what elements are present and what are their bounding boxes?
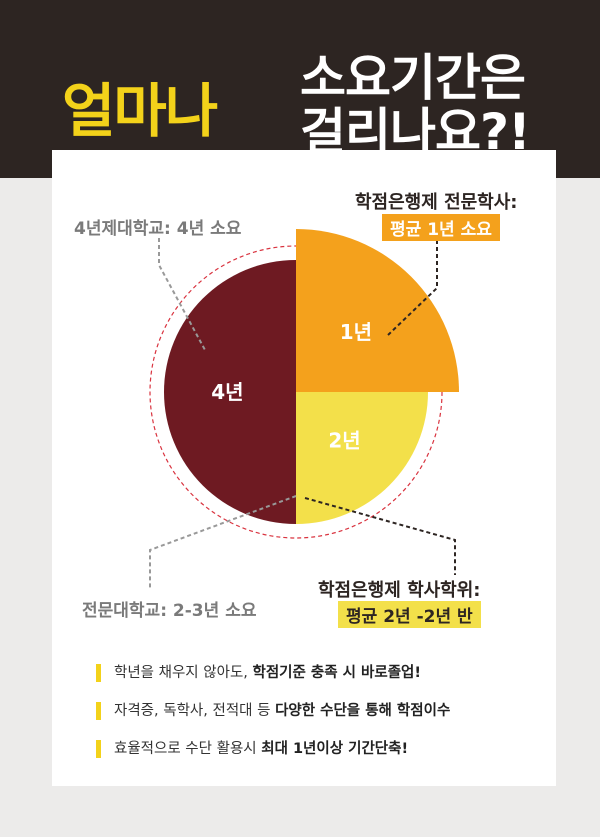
pie-slice-label: 1년: [340, 320, 372, 344]
headline-line-1: 소요기간은: [300, 49, 526, 107]
pie-slice-label: 4년: [211, 380, 243, 404]
bullet-text-bold: 다양한 수단을 통해 학점이수: [275, 703, 451, 719]
pie-slice-1: [296, 229, 459, 392]
callout-bank-bachelor-title: 학점은행제 학사학위:: [318, 580, 481, 601]
bullet-text-plain: 효율적으로 수단 활용시: [114, 741, 262, 757]
callout-bank-bachelor-pill: 평균 2년 -2년 반: [338, 601, 481, 628]
header-background: [0, 0, 600, 178]
pie-slice-2: [296, 392, 428, 524]
bullet-bar: [96, 664, 101, 682]
leader-line-college: [149, 495, 297, 590]
bullet-text-bold: 학점기준 충족 시 바로졸업!: [252, 665, 422, 681]
bullet-text-plain: 자격증, 독학사, 전적대 등: [114, 703, 276, 719]
callout-college: 전문대학교: 2-3년 소요: [82, 601, 257, 621]
bullet-bar: [96, 702, 101, 720]
bullet-text-bold: 최대 1년이상 기간단축!: [261, 741, 409, 757]
leader-line-university: [158, 238, 206, 351]
bullet-text-plain: 학년을 채우지 않아도,: [114, 665, 253, 681]
callout-university: 4년제대학교: 4년 소요: [74, 219, 242, 239]
headline-highlight: 얼마나: [62, 77, 218, 145]
callout-bank-associate-title: 학점은행제 전문학사:: [355, 192, 518, 213]
bullet-item: 자격증, 독학사, 전적대 등 다양한 수단을 통해 학점이수: [96, 702, 450, 720]
bullet-item: 효율적으로 수단 활용시 최대 1년이상 기간단축!: [96, 740, 450, 758]
leader-line-bank-bachelor: [304, 497, 456, 575]
pie-slice-3: [164, 260, 296, 524]
bullet-item: 학년을 채우지 않아도, 학점기준 충족 시 바로졸업!: [96, 664, 450, 682]
leader-line-bank-associate: [387, 240, 438, 336]
pie-slice-label: 2년: [328, 429, 360, 453]
bullet-list: 학년을 채우지 않아도, 학점기준 충족 시 바로졸업! 자격증, 독학사, 전…: [96, 664, 450, 778]
headline-line-2: 걸리나요?!: [300, 103, 531, 161]
left-gray-strip: [0, 178, 52, 837]
callout-bank-associate-pill: 평균 1년 소요: [382, 214, 500, 241]
bullet-bar: [96, 740, 101, 758]
